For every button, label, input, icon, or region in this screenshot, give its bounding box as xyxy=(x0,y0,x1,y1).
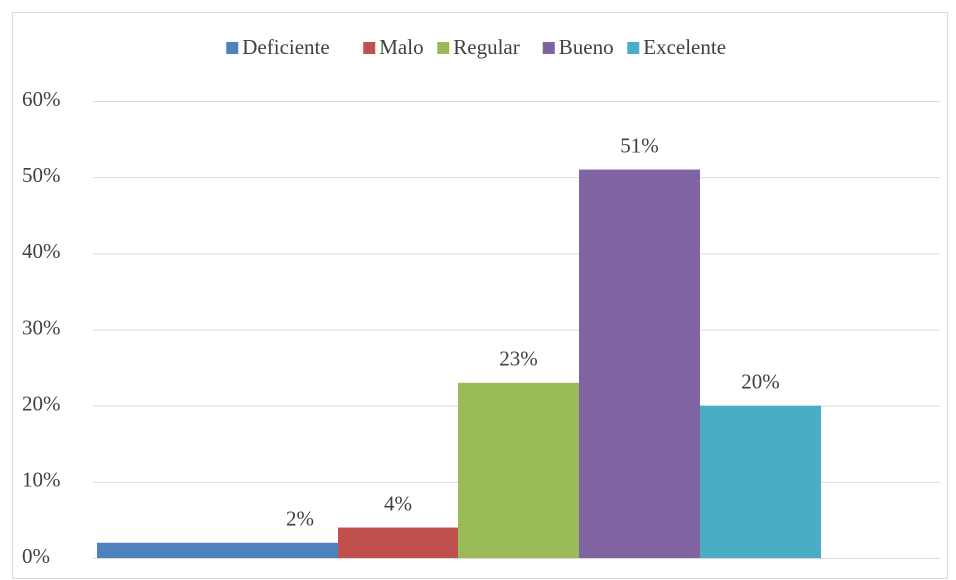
legend-label: Excelente xyxy=(643,35,726,59)
data-label: 23% xyxy=(499,347,538,371)
legend-swatch xyxy=(542,42,555,54)
legend-label: Malo xyxy=(379,35,423,59)
legend-swatch xyxy=(437,42,450,54)
y-tick-label: 60% xyxy=(22,87,61,111)
legend-label: Bueno xyxy=(559,35,614,59)
y-tick-label: 0% xyxy=(22,544,50,568)
legend-swatch xyxy=(627,42,640,54)
legend-label: Deficiente xyxy=(242,35,329,59)
data-label: 51% xyxy=(620,133,659,157)
y-tick-label: 40% xyxy=(22,239,61,263)
legend-label: Regular xyxy=(453,35,519,59)
y-tick-label: 50% xyxy=(22,163,61,187)
legend-swatch xyxy=(363,42,376,54)
legend-swatch xyxy=(226,42,239,54)
y-tick-label: 10% xyxy=(22,468,61,492)
data-label: 2% xyxy=(286,507,314,531)
bar xyxy=(700,405,821,558)
bar xyxy=(458,382,579,558)
bar xyxy=(579,169,700,559)
bar xyxy=(338,527,458,558)
data-label: 4% xyxy=(384,491,412,515)
bar xyxy=(97,542,338,558)
data-label: 20% xyxy=(741,369,780,393)
y-tick-label: 20% xyxy=(22,391,61,415)
y-tick-label: 30% xyxy=(22,315,61,339)
